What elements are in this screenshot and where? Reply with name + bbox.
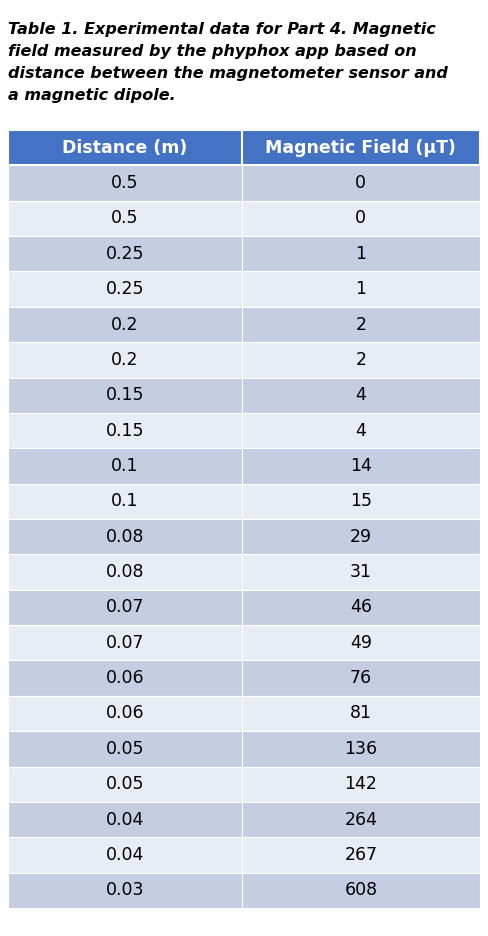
Bar <box>8 236 242 271</box>
Bar <box>242 484 480 519</box>
Text: 0.25: 0.25 <box>105 245 144 263</box>
Bar <box>8 767 242 802</box>
Bar <box>8 484 242 519</box>
Bar <box>242 554 480 590</box>
Bar <box>242 448 480 484</box>
Bar <box>8 413 242 448</box>
Text: 15: 15 <box>350 492 372 510</box>
Text: 46: 46 <box>350 598 372 617</box>
Text: 0.05: 0.05 <box>105 775 144 793</box>
Text: 0.25: 0.25 <box>105 280 144 299</box>
Text: 0: 0 <box>355 210 366 227</box>
Text: Table 1. Experimental data for Part 4. Magnetic: Table 1. Experimental data for Part 4. M… <box>8 22 436 37</box>
Text: 0.08: 0.08 <box>105 528 144 546</box>
Text: 0.1: 0.1 <box>111 457 139 475</box>
Text: 0.06: 0.06 <box>105 705 144 723</box>
Bar <box>242 519 480 554</box>
Bar <box>8 200 242 236</box>
Text: 608: 608 <box>344 882 377 899</box>
Text: 49: 49 <box>350 634 372 651</box>
Bar <box>8 448 242 484</box>
Bar <box>242 625 480 661</box>
Bar <box>242 200 480 236</box>
Text: 0.04: 0.04 <box>105 846 144 864</box>
Text: 0.2: 0.2 <box>111 351 139 369</box>
Bar <box>8 838 242 872</box>
Text: 1: 1 <box>355 245 366 263</box>
Bar <box>242 413 480 448</box>
Text: 0.03: 0.03 <box>105 882 144 899</box>
Text: 31: 31 <box>350 563 372 581</box>
Text: 0.05: 0.05 <box>105 739 144 758</box>
Text: 4: 4 <box>355 387 366 404</box>
Bar <box>242 377 480 413</box>
Bar <box>8 625 242 661</box>
Bar <box>242 166 480 200</box>
Text: 0.04: 0.04 <box>105 811 144 828</box>
Bar <box>242 271 480 307</box>
Text: field measured by the phyphox app based on: field measured by the phyphox app based … <box>8 44 417 59</box>
Bar <box>242 872 480 908</box>
Bar <box>242 838 480 872</box>
Text: 0.07: 0.07 <box>105 598 144 617</box>
Bar <box>242 767 480 802</box>
Text: 76: 76 <box>350 669 372 687</box>
Text: 267: 267 <box>344 846 377 864</box>
Text: 0: 0 <box>355 174 366 192</box>
Bar <box>8 377 242 413</box>
Text: distance between the magnetometer sensor and: distance between the magnetometer sensor… <box>8 66 448 81</box>
Bar <box>8 802 242 838</box>
Bar <box>242 590 480 625</box>
Bar <box>8 731 242 767</box>
Text: 14: 14 <box>350 457 372 475</box>
Bar <box>242 731 480 767</box>
Text: a magnetic dipole.: a magnetic dipole. <box>8 88 176 103</box>
Text: 81: 81 <box>350 705 372 723</box>
Text: Magnetic Field (μT): Magnetic Field (μT) <box>265 139 456 156</box>
Bar <box>242 343 480 377</box>
Text: 0.2: 0.2 <box>111 315 139 333</box>
Bar <box>8 661 242 695</box>
Bar <box>8 554 242 590</box>
Bar <box>8 343 242 377</box>
Text: 136: 136 <box>344 739 377 758</box>
Bar <box>8 590 242 625</box>
Bar <box>242 661 480 695</box>
Bar <box>8 130 242 166</box>
Text: 142: 142 <box>345 775 377 793</box>
Bar <box>242 695 480 731</box>
Bar <box>8 695 242 731</box>
Bar <box>242 802 480 838</box>
Bar <box>242 307 480 343</box>
Text: 0.08: 0.08 <box>105 563 144 581</box>
Text: 0.15: 0.15 <box>105 387 144 404</box>
Text: 2: 2 <box>355 351 366 369</box>
Text: 0.06: 0.06 <box>105 669 144 687</box>
Text: 264: 264 <box>345 811 377 828</box>
Text: 2: 2 <box>355 315 366 333</box>
Text: 29: 29 <box>350 528 372 546</box>
Text: 0.5: 0.5 <box>111 210 139 227</box>
Text: 1: 1 <box>355 280 366 299</box>
Bar <box>8 872 242 908</box>
Bar <box>8 271 242 307</box>
Text: 0.5: 0.5 <box>111 174 139 192</box>
Bar <box>242 130 480 166</box>
Text: 4: 4 <box>355 421 366 440</box>
Bar <box>8 519 242 554</box>
Text: 0.07: 0.07 <box>105 634 144 651</box>
Bar <box>8 166 242 200</box>
Bar <box>242 236 480 271</box>
Text: 0.1: 0.1 <box>111 492 139 510</box>
Bar <box>8 307 242 343</box>
Text: 0.15: 0.15 <box>105 421 144 440</box>
Text: Distance (m): Distance (m) <box>62 139 187 156</box>
